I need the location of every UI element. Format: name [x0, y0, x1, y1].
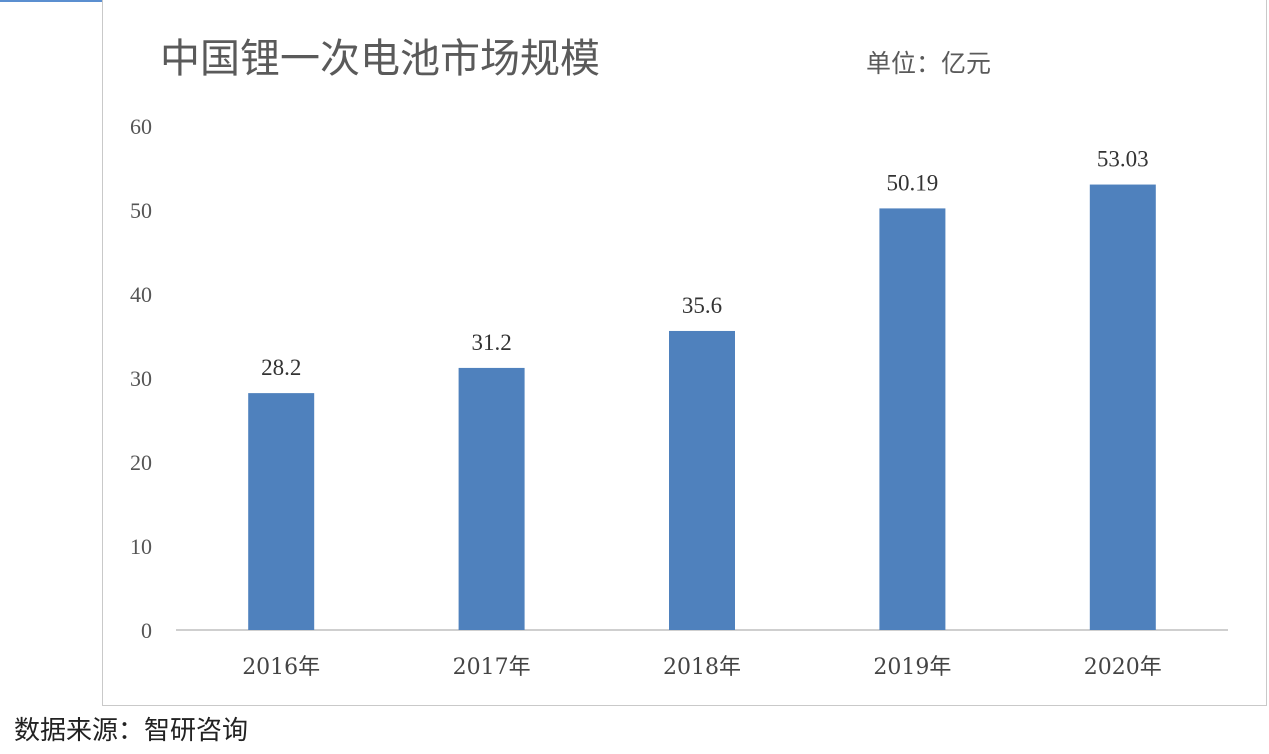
- data-label: 50.19: [887, 170, 939, 195]
- bar: [879, 208, 946, 631]
- y-tick-label: 0: [141, 618, 152, 643]
- data-label: 35.6: [682, 293, 722, 318]
- data-label: 28.2: [261, 355, 301, 380]
- x-tick-label: 2020年: [1084, 655, 1162, 680]
- bar: [458, 367, 525, 630]
- bar: [1089, 184, 1156, 630]
- bars-group: [248, 184, 1156, 631]
- x-axis-ticks: 2016年 2017年 2018年 2019年 2020年: [242, 655, 1162, 680]
- top-accent-line: [0, 0, 102, 2]
- y-tick-label: 30: [130, 366, 152, 391]
- data-label: 53.03: [1097, 147, 1149, 172]
- chart-title: 中国锂一次电池市场规模: [160, 36, 600, 82]
- y-tick-label: 20: [130, 450, 152, 475]
- data-source-note: 数据来源：智研咨询: [14, 716, 249, 746]
- y-tick-label: 50: [130, 198, 152, 223]
- x-tick-label: 2017年: [453, 655, 531, 680]
- bar: [669, 330, 735, 630]
- data-labels-group: 28.2 31.2 35.6 50.19 53.03: [261, 147, 1149, 381]
- data-label: 31.2: [471, 330, 511, 355]
- chart-unit-label: 单位：亿元: [866, 49, 991, 78]
- y-axis-ticks: 0 10 20 30 40 50 60: [130, 114, 152, 643]
- x-tick-label: 2016年: [242, 655, 320, 680]
- x-tick-label: 2019年: [873, 655, 951, 680]
- y-tick-label: 60: [130, 114, 152, 139]
- bar: [248, 393, 315, 630]
- y-tick-label: 10: [130, 534, 152, 559]
- y-tick-label: 40: [130, 282, 152, 307]
- x-tick-label: 2018年: [663, 655, 741, 680]
